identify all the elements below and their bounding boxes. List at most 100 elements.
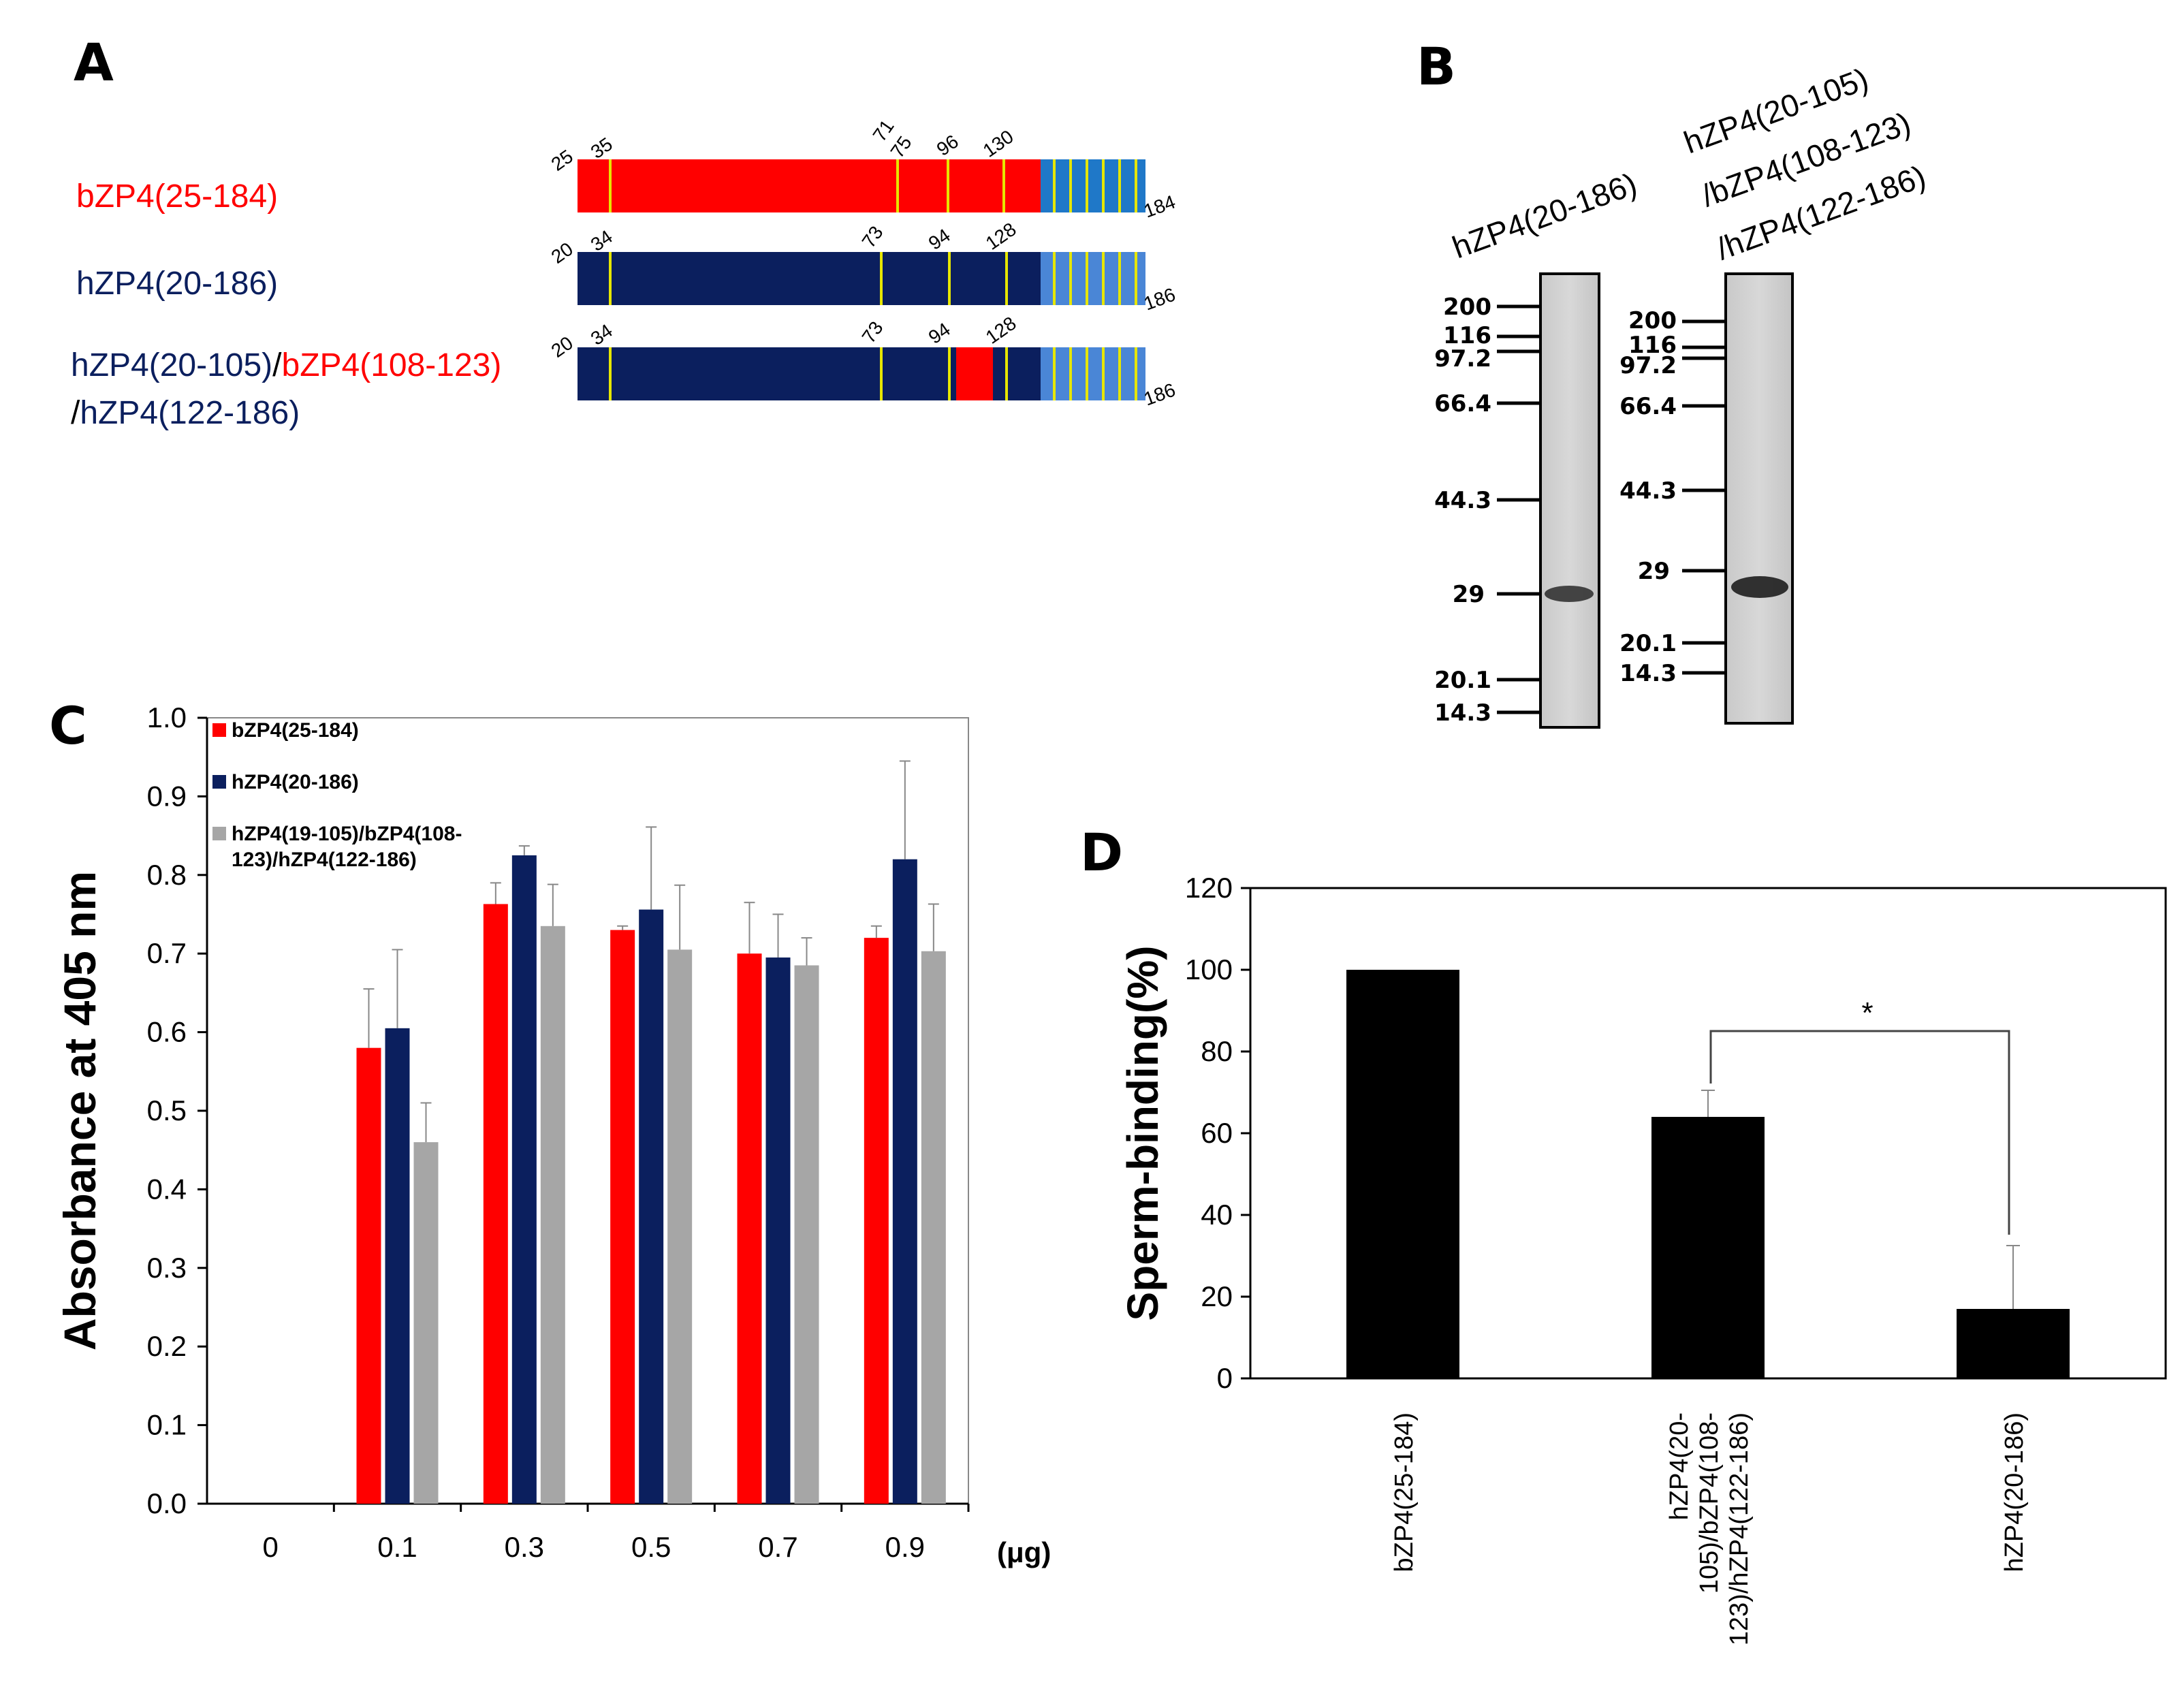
y-tick-label: 20 [1201, 1280, 1233, 1312]
x-tick-label: 0.1 [377, 1531, 417, 1563]
x-tick-label: hZP4(20- [1665, 1412, 1694, 1520]
construct-3-start: 20 [548, 332, 577, 362]
bar [1651, 1117, 1765, 1378]
construct-3-marker: 34 [587, 320, 616, 349]
significance-bracket [1709, 1030, 2010, 1235]
construct-3-marker: 73 [858, 317, 887, 347]
bar [540, 926, 565, 1504]
y-tick-label: 80 [1201, 1035, 1233, 1067]
y-tick-label: 0.7 [147, 937, 187, 969]
y-tick-label: 1.0 [147, 701, 187, 733]
construct-3-label-line2: /hZP4(122-186) [71, 395, 300, 431]
bar [864, 938, 889, 1504]
y-tick-label: 0 [1217, 1362, 1233, 1394]
construct-3-marker: 128 [982, 313, 1020, 348]
x-axis-unit: (μg) [997, 1536, 1051, 1568]
gel-lane-2 [1724, 272, 1794, 725]
panel-b-letter: B [1417, 36, 1456, 97]
gel-marker-label: 14.3 [1619, 660, 1677, 687]
bar [765, 957, 791, 1504]
bar [667, 949, 693, 1504]
gel-marker-label: 116 [1628, 332, 1677, 359]
construct-2-start: 20 [548, 238, 577, 268]
bar [356, 1047, 381, 1504]
construct-1-marker: 96 [933, 131, 962, 160]
panel-b-gel: hZP4(20-186) hZP4(20-105) /bZP4(108-123)… [1434, 61, 1930, 729]
gel-lane-1-band [1545, 586, 1594, 602]
x-tick-label: 0.3 [505, 1531, 544, 1563]
x-tick-label: 0.9 [885, 1531, 925, 1563]
y-tick-label: 0.8 [147, 859, 187, 891]
construct-2-c-domain [1041, 252, 1145, 305]
gel-marker-label: 66.4 [1434, 390, 1491, 417]
construct-2-marker: 34 [587, 226, 616, 255]
gel-marker-label: 20.1 [1434, 667, 1491, 694]
bar [639, 909, 664, 1504]
gel-marker-label: 200 [1443, 294, 1491, 321]
construct-1-zp-n-domain [578, 159, 1041, 212]
x-tick-label: 0.5 [631, 1531, 671, 1563]
y-tick-label: 0.9 [147, 780, 187, 812]
bar [483, 904, 508, 1504]
gel-marker-label: 14.3 [1434, 699, 1491, 727]
gel-lane-1 [1539, 272, 1600, 729]
panel-c-letter: C [49, 695, 87, 756]
construct-3-marker: 94 [925, 319, 954, 348]
panel-a-letter: A [74, 32, 114, 93]
gel-marker-label: 97.2 [1434, 345, 1491, 373]
construct-1-marker: 35 [587, 133, 616, 163]
x-tick-label: hZP4(20-186) [2000, 1412, 2029, 1572]
gel-marker-label: 29 [1453, 581, 1485, 608]
bar [737, 953, 762, 1504]
y-tick-label: 100 [1185, 953, 1233, 985]
gel-marker-label: 20.1 [1619, 630, 1677, 657]
gel-lane-2-band [1731, 576, 1788, 598]
y-tick-label: 0.5 [147, 1094, 187, 1126]
bar [511, 855, 537, 1504]
y-tick-label: 40 [1201, 1199, 1233, 1231]
y-tick-label: 120 [1185, 872, 1233, 904]
y-axis-title: Absorbance at 405 nm [54, 871, 105, 1350]
bar [892, 859, 917, 1504]
gel-marker-label: 44.3 [1619, 477, 1677, 505]
construct-2-label: hZP4(20-186) [76, 266, 278, 302]
construct-3-label: hZP4(20-105)/bZP4(108-123) [71, 347, 501, 383]
construct-2-zp-n-domain [578, 252, 1041, 305]
gel-marker-label: 66.4 [1619, 393, 1677, 420]
gel-marker-label: 200 [1628, 307, 1677, 334]
y-tick-label: 0.2 [147, 1330, 187, 1362]
panel-d-letter: D [1080, 822, 1123, 883]
y-tick-label: 0.4 [147, 1173, 187, 1205]
bar [921, 951, 946, 1504]
gel-marker-label: 29 [1638, 558, 1670, 585]
x-tick-label: 105)/bZP4(108- [1695, 1412, 1724, 1594]
y-tick-label: 60 [1201, 1117, 1233, 1149]
y-tick-label: 0.1 [147, 1409, 187, 1441]
construct-2-end: 186 [1141, 284, 1178, 315]
construct-1-marker: 130 [979, 126, 1017, 161]
gel-marker-label: 44.3 [1434, 487, 1491, 514]
bar [1957, 1309, 2070, 1378]
bar [413, 1142, 439, 1504]
x-tick-label: bZP4(25-184) [1390, 1412, 1419, 1572]
legend-swatch [212, 723, 226, 737]
construct-2-marker: 73 [858, 222, 887, 251]
lane-1-title: hZP4(20-186) [1448, 165, 1641, 265]
significance-marker: * [1861, 996, 1873, 1030]
bar [385, 1028, 410, 1504]
y-tick-label: 0.0 [147, 1487, 187, 1519]
construct-1-start: 25 [548, 146, 577, 175]
legend-label: hZP4(19-105)/bZP4(108- [232, 823, 462, 845]
y-axis-title: Sperm-binding(%) [1118, 945, 1167, 1320]
panel-a-construct-diagram: bZP4(25-184) 25 35 71 75 96 130 184 hZP4… [71, 116, 1178, 431]
x-tick-label: 123)/hZP4(122-186) [1725, 1412, 1754, 1645]
legend-label: hZP4(20-186) [232, 771, 359, 793]
legend-swatch [212, 827, 226, 840]
bar [794, 965, 819, 1504]
legend-label: 123)/hZP4(122-186) [232, 849, 417, 871]
construct-1-label: bZP4(25-184) [76, 178, 278, 215]
x-tick-label: 0 [262, 1531, 278, 1563]
x-tick-label: 0.7 [758, 1531, 797, 1563]
construct-3-c-domain [1041, 347, 1145, 400]
